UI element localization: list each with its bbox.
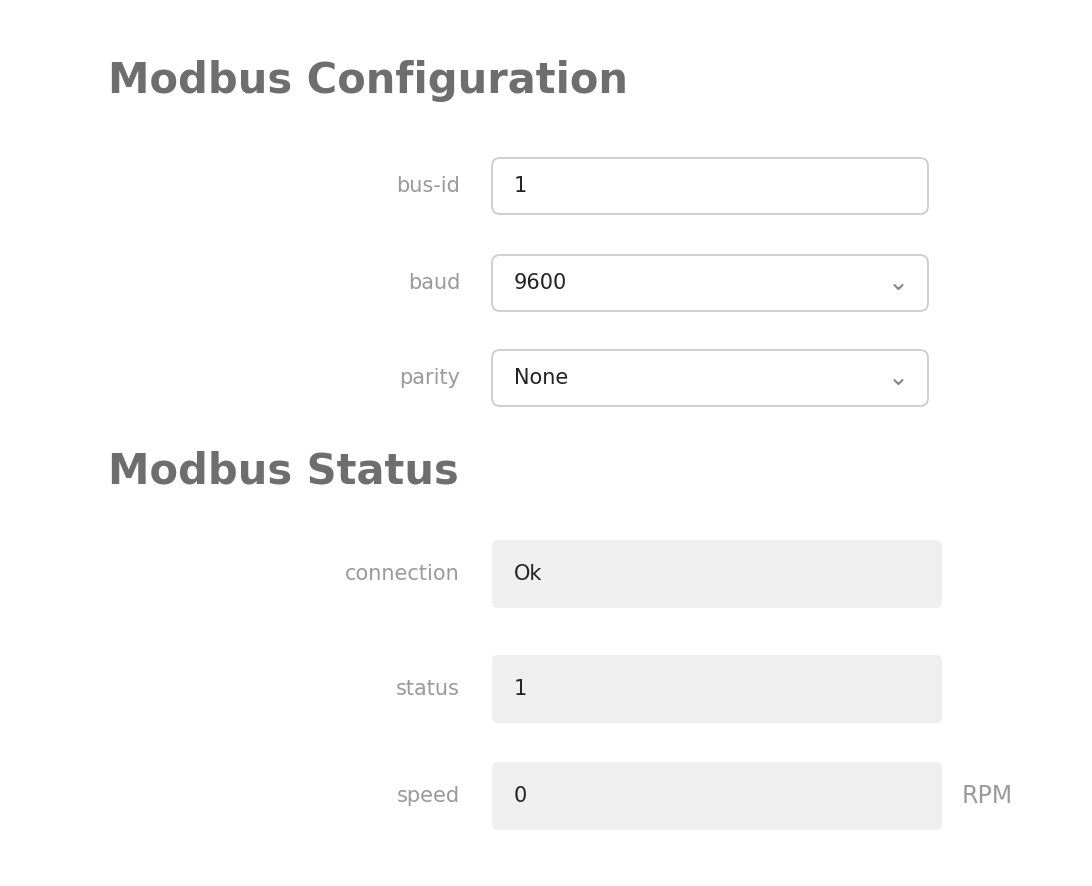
FancyBboxPatch shape (492, 158, 928, 214)
Text: 1: 1 (514, 679, 527, 699)
Text: parity: parity (399, 368, 460, 388)
Text: connection: connection (345, 564, 460, 584)
Text: 0: 0 (514, 786, 527, 806)
Text: status: status (396, 679, 460, 699)
FancyBboxPatch shape (492, 255, 928, 311)
Text: baud: baud (407, 273, 460, 293)
Text: speed: speed (396, 786, 460, 806)
Text: 9600: 9600 (514, 273, 567, 293)
Text: RPM: RPM (962, 784, 1013, 808)
Text: Modbus Configuration: Modbus Configuration (108, 60, 628, 102)
FancyBboxPatch shape (492, 655, 942, 723)
Text: Modbus Status: Modbus Status (108, 450, 459, 492)
Text: 1: 1 (514, 176, 527, 196)
FancyBboxPatch shape (492, 350, 928, 406)
Text: Ok: Ok (514, 564, 543, 584)
Text: bus-id: bus-id (396, 176, 460, 196)
Text: None: None (514, 368, 568, 388)
FancyBboxPatch shape (492, 762, 942, 830)
Text: ⌄: ⌄ (888, 271, 909, 295)
FancyBboxPatch shape (492, 540, 942, 608)
Text: ⌄: ⌄ (888, 366, 909, 390)
